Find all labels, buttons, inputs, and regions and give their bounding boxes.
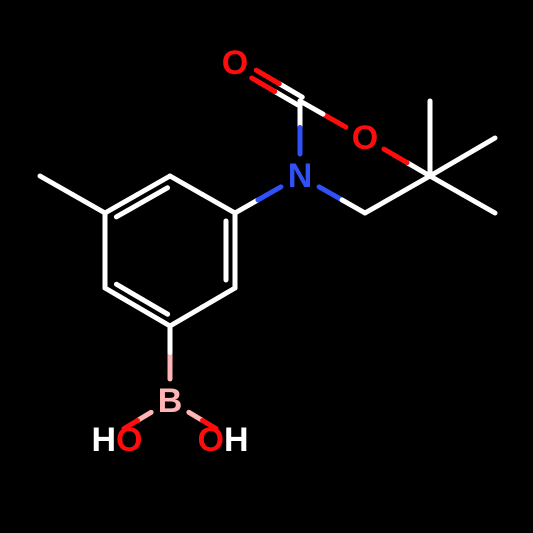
atom-B: B [158, 382, 183, 420]
molecule-diagram: B HO OH N O O [0, 0, 533, 533]
atom-OH2: OH [197, 421, 248, 459]
atom-O1: O [352, 119, 378, 157]
atom-O2: O [222, 44, 248, 82]
atom-N: N [288, 157, 313, 195]
atom-OH1: HO [91, 421, 142, 459]
